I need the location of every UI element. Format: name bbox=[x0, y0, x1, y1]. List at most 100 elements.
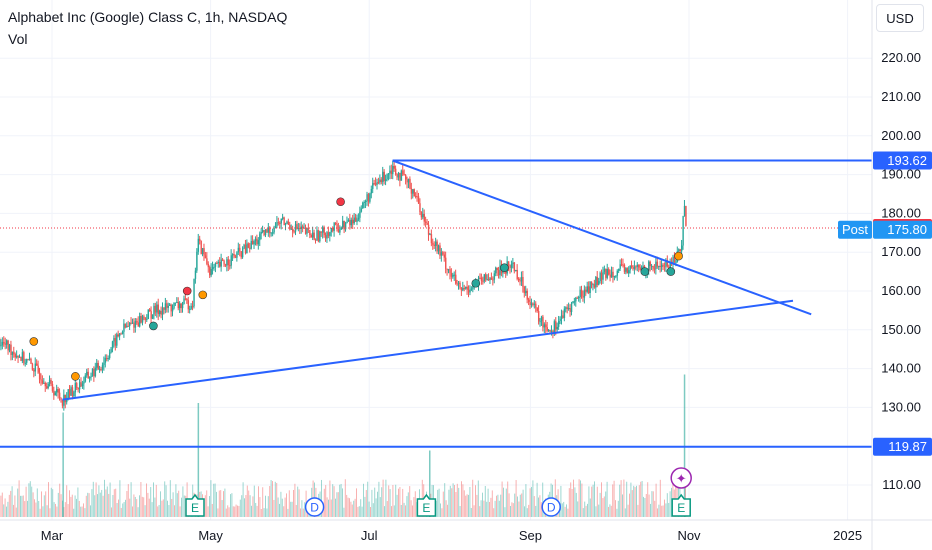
volume-bar bbox=[659, 479, 661, 517]
candle-body bbox=[437, 245, 440, 252]
candle-body bbox=[134, 321, 137, 328]
candle-body bbox=[47, 383, 49, 389]
candle-body bbox=[76, 383, 78, 388]
volume-bar bbox=[227, 505, 229, 517]
dividend-letter: D bbox=[547, 501, 556, 515]
volume-bar bbox=[69, 490, 70, 517]
candle-body bbox=[200, 240, 202, 254]
signal-marker bbox=[182, 286, 192, 296]
candle-body bbox=[605, 268, 607, 278]
candle-body bbox=[332, 227, 334, 231]
volume-bar bbox=[384, 506, 385, 517]
candle-body bbox=[463, 288, 466, 290]
candle-body bbox=[619, 264, 621, 269]
candle-body bbox=[67, 389, 69, 398]
volume-bar bbox=[230, 494, 231, 517]
candle-body bbox=[144, 317, 147, 320]
volume-bar bbox=[486, 501, 488, 517]
candle-body bbox=[629, 265, 631, 271]
candle-body bbox=[537, 311, 540, 322]
candle-body bbox=[14, 354, 17, 358]
candle-body bbox=[27, 359, 29, 361]
volume-bar bbox=[287, 508, 289, 517]
volume-bar bbox=[139, 495, 140, 517]
candle-body bbox=[16, 356, 18, 358]
volume-bar bbox=[584, 501, 586, 517]
candle-body bbox=[549, 329, 551, 332]
volume-bar bbox=[147, 492, 149, 517]
candle-body bbox=[223, 260, 225, 265]
volume-bar bbox=[162, 499, 164, 517]
candle-body bbox=[193, 278, 195, 307]
volume-bar bbox=[300, 508, 301, 517]
candle-body bbox=[23, 352, 25, 363]
candle-body bbox=[616, 270, 619, 276]
volume-bar bbox=[482, 492, 483, 517]
volume-bar bbox=[626, 481, 628, 517]
volume-bar bbox=[542, 482, 544, 517]
candle-body bbox=[393, 165, 395, 169]
candle-body bbox=[640, 267, 643, 271]
candle-body bbox=[346, 221, 348, 224]
candle-body bbox=[114, 338, 117, 346]
candle-body bbox=[131, 322, 134, 324]
candle-body bbox=[53, 390, 55, 396]
candle-body bbox=[312, 232, 314, 238]
candle-body bbox=[87, 371, 89, 379]
candle-body bbox=[520, 276, 523, 282]
volume-bar bbox=[470, 507, 472, 517]
volume-bar bbox=[56, 506, 58, 517]
candle-body bbox=[435, 241, 437, 246]
volume-bar bbox=[573, 479, 574, 517]
candle-body bbox=[529, 301, 531, 305]
candle-body bbox=[313, 232, 315, 240]
candle-body bbox=[440, 252, 443, 256]
volume-bar bbox=[113, 489, 115, 517]
volume-bar bbox=[15, 507, 17, 517]
candle-body bbox=[563, 308, 566, 318]
candle-body bbox=[626, 268, 629, 274]
candle-body bbox=[618, 268, 620, 271]
price-label-badge bbox=[873, 437, 932, 456]
volume-bar bbox=[84, 508, 86, 517]
volume-bar bbox=[634, 487, 636, 517]
volume-bar bbox=[13, 504, 14, 517]
volume-bar bbox=[538, 497, 539, 517]
volume-bar bbox=[36, 488, 38, 517]
volume-bar bbox=[213, 483, 215, 517]
candle-body bbox=[177, 301, 180, 309]
volume-bar bbox=[539, 495, 541, 517]
candle-body bbox=[264, 229, 267, 236]
volume-bar bbox=[31, 486, 33, 517]
currency-button[interactable]: USD bbox=[876, 4, 924, 32]
candle-body bbox=[359, 211, 361, 218]
volume-bar bbox=[515, 480, 517, 517]
candle-body bbox=[282, 217, 284, 219]
volume-bar bbox=[518, 501, 520, 517]
candle-body bbox=[243, 244, 245, 249]
volume-bar bbox=[504, 507, 506, 517]
volume-bar bbox=[386, 501, 388, 517]
volume-bar bbox=[209, 496, 210, 517]
volume-bar bbox=[252, 496, 254, 517]
volume-bar bbox=[567, 508, 569, 517]
volume-bar bbox=[461, 481, 462, 517]
volume-bar bbox=[503, 487, 504, 517]
volume-bar bbox=[561, 503, 563, 517]
candle-body bbox=[628, 270, 630, 274]
candle-body bbox=[579, 289, 581, 298]
candle-body bbox=[276, 222, 278, 227]
price-tick-label: 190.00 bbox=[881, 167, 921, 182]
volume-bar bbox=[507, 481, 509, 517]
candle-body bbox=[207, 263, 210, 268]
volume-bar bbox=[42, 506, 44, 517]
candle-body bbox=[606, 269, 609, 278]
candle-body bbox=[456, 283, 458, 285]
volume-bar bbox=[675, 479, 677, 517]
candle-body bbox=[60, 398, 62, 400]
candle-body bbox=[260, 232, 262, 234]
candle-body bbox=[430, 234, 433, 244]
candle-body bbox=[362, 202, 364, 209]
volume-bar bbox=[267, 496, 269, 517]
